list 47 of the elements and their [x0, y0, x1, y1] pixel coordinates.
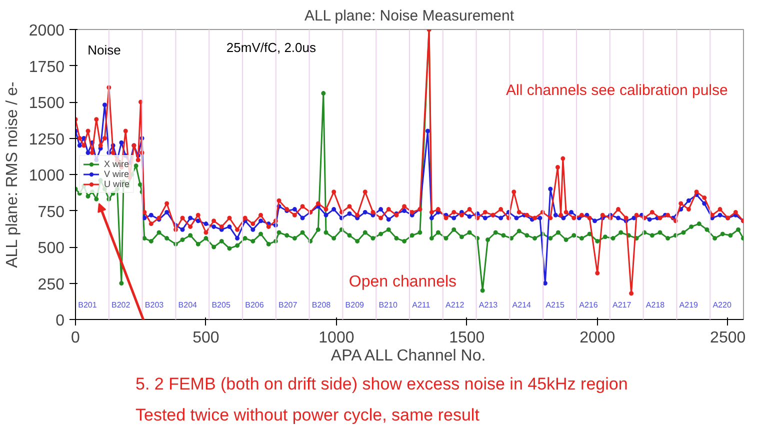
- annotation: B202: [112, 300, 131, 310]
- y-tick-label: 750: [38, 204, 65, 221]
- annotation: B208: [312, 300, 332, 310]
- annotation: A214: [512, 300, 532, 310]
- y-tick-label: 1500: [28, 95, 65, 112]
- legend-label: V wire: [104, 169, 130, 179]
- annotation: B209: [345, 300, 365, 310]
- x-tick-label: 2000: [580, 330, 616, 346]
- annotation: B201: [78, 300, 98, 310]
- annotation: 5. 2 FEMB (both on drift side) show excess noise in 45kHz region: [136, 374, 628, 394]
- annotation: B204: [178, 300, 198, 310]
- annotation: B205: [212, 300, 231, 310]
- x-tick-label: 2500: [710, 330, 746, 346]
- annotation: A216: [579, 300, 598, 310]
- y-tick-label: 1000: [28, 168, 65, 184]
- x-tick-label: 0: [71, 330, 80, 346]
- annotation: Noise: [88, 42, 121, 58]
- annotation: B207: [278, 300, 298, 310]
- annotation: A217: [612, 300, 632, 310]
- y-tick-label: 0: [56, 312, 65, 330]
- y-tick-label: 1250: [28, 131, 65, 148]
- annotation: A212: [446, 300, 465, 310]
- annotation: Open channels: [348, 273, 457, 290]
- legend-label: U wire: [104, 179, 130, 189]
- x-axis-title: APA ALL Channel No.: [330, 348, 486, 364]
- y-axis-title: ALL plane: RMS noise / e-: [4, 82, 21, 268]
- x-tick-label: 1500: [449, 330, 485, 346]
- annotation: 25mV/fC, 2.0us: [226, 40, 316, 56]
- annotation: B210: [378, 300, 398, 310]
- annotation: A219: [679, 300, 699, 310]
- chart-title: ALL plane: Noise Measurement: [304, 8, 515, 24]
- y-tick-label: 1750: [28, 58, 65, 76]
- annotation: A213: [478, 300, 498, 310]
- annotation: A211: [412, 300, 431, 310]
- text: Tested twice without power cycle, same result: [136, 406, 480, 424]
- annotation: A218: [646, 300, 666, 310]
- y-tick-label: 500: [38, 240, 65, 257]
- x-tick-label: 500: [192, 330, 220, 346]
- annotation: A220: [712, 300, 732, 310]
- legend-label: X wire: [104, 159, 130, 169]
- x-tick-label: 1000: [318, 330, 354, 346]
- annotation: B203: [144, 300, 164, 310]
- annotation: A215: [546, 300, 565, 310]
- annotation: All channels see calibration pulse: [506, 82, 728, 99]
- y-tick-label: 2000: [28, 22, 65, 40]
- y-tick-label: 250: [38, 276, 65, 294]
- annotation: B206: [245, 300, 264, 310]
